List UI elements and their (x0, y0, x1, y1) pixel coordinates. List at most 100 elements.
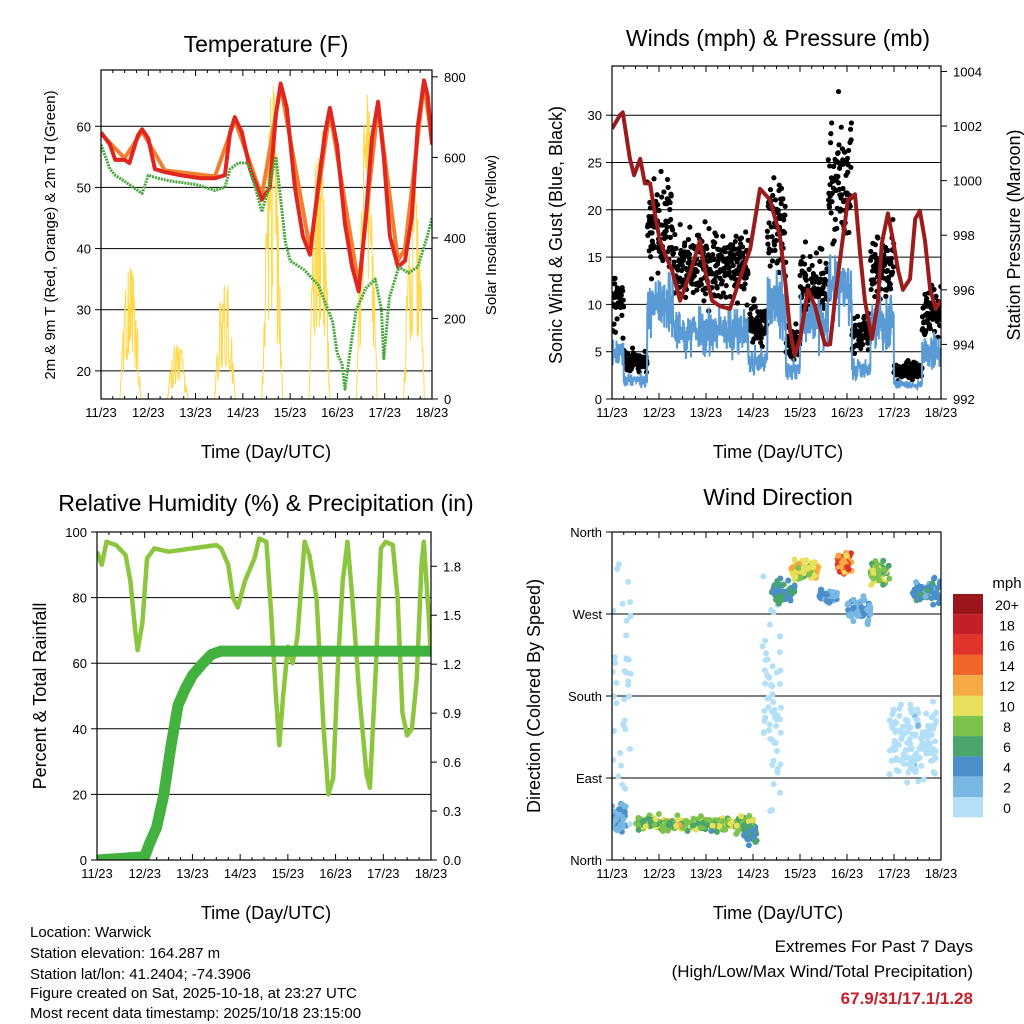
wind-direction-point (919, 746, 926, 753)
y-tick-label: 0 (80, 853, 87, 868)
x-tick-label: 15/23 (784, 866, 817, 881)
wind-direction-point (931, 721, 938, 728)
wind-direction-point (791, 556, 798, 563)
wind-direction-point (684, 828, 691, 835)
wind-direction-point (880, 566, 887, 573)
wind-direction-point (760, 730, 767, 737)
wind-direction-point (759, 643, 766, 650)
y-tick-label: 40 (73, 722, 87, 737)
wind-direction-point (913, 716, 920, 723)
y-right-tick-label: 400 (444, 231, 466, 246)
gust-point (872, 242, 878, 248)
wind-direction-point (766, 674, 773, 681)
y-tick-label: 60 (77, 119, 91, 134)
gust-point (819, 246, 825, 252)
gust-point (868, 286, 874, 293)
wind-direction-point (915, 709, 922, 716)
gust-point (923, 328, 929, 334)
wind-direction-point (873, 562, 880, 569)
colorbar-swatch (953, 614, 983, 635)
gust-point (672, 231, 678, 238)
gust-point (780, 196, 786, 202)
gust-point (742, 281, 748, 287)
gust-point (888, 260, 894, 266)
gust-point (771, 242, 778, 248)
wind-direction-point (924, 587, 931, 594)
gust-point (667, 234, 673, 240)
colorbar-swatch (953, 736, 983, 757)
gust-point (686, 255, 692, 261)
gust-point (734, 259, 740, 265)
wind-direction-point (761, 707, 768, 714)
gust-point (711, 256, 717, 263)
y-right-tick-label: 0.6 (443, 755, 461, 770)
gust-point (690, 289, 696, 296)
wind-direction-point (935, 600, 941, 607)
gust-point (727, 293, 733, 300)
wind-direction-point (880, 581, 887, 588)
wind-direction-point (612, 693, 617, 700)
gust-point (659, 194, 665, 200)
gust-point (764, 228, 770, 234)
wind-direction-point (901, 760, 908, 767)
gust-point (744, 302, 750, 308)
colorbar-swatch (953, 695, 983, 716)
gust-point (743, 229, 749, 235)
gust-point (771, 175, 777, 181)
extremes-subtitle: (High/Low/Max Wind/Total Precipitation) (672, 962, 973, 981)
gust-point (733, 233, 739, 239)
wind-direction-point (904, 718, 911, 725)
wind-direction-point (850, 604, 857, 611)
gust-point (797, 272, 803, 279)
gust-point (734, 300, 741, 306)
gust-point (714, 285, 720, 291)
wind-direction-point (900, 723, 907, 730)
gust-point (671, 259, 677, 265)
colorbar-swatch (953, 756, 983, 777)
wind-direction-point (788, 565, 795, 572)
x-tick-label: 16/23 (831, 405, 864, 420)
colorbar: 20+ 18 16 14 12 10 8 6 4 2 0 (953, 594, 1019, 818)
y-right-tick-label: 0.9 (443, 706, 461, 721)
wind-direction-point (822, 590, 829, 597)
wind-direction-point (772, 739, 779, 746)
wind-direction-point (766, 621, 773, 628)
wind-direction-point (925, 726, 932, 733)
gust-point (793, 321, 799, 327)
wind-direction-point (612, 669, 616, 676)
y-tick-label: 0 (595, 392, 602, 407)
wind-direction-point (760, 573, 767, 580)
x-tick-label: 17/23 (368, 405, 401, 420)
gust-point (719, 253, 725, 260)
wind-direction-point (761, 667, 768, 674)
x-tick-label: 14/23 (224, 866, 257, 881)
wind-direction-point (801, 570, 808, 577)
temperature-ylabel-right: Solar Insolation (Yellow) (483, 155, 500, 315)
gust-point (838, 192, 845, 198)
wind-direction-point (614, 565, 621, 572)
wind-direction-point (777, 667, 784, 674)
wind-direction-point (791, 583, 798, 590)
wind-direction-point (742, 825, 749, 832)
gust-point (713, 233, 719, 239)
gust-point (781, 217, 787, 223)
wind-direction-point (769, 708, 776, 715)
y-tick-label: 40 (77, 242, 91, 257)
gust-point (781, 230, 788, 236)
wind-direction-point (800, 564, 807, 571)
gust-point (773, 237, 779, 244)
gust-point (664, 224, 670, 230)
y-tick-label: 50 (77, 180, 91, 195)
colorbar-label: 10 (999, 699, 1015, 715)
gust-point (835, 180, 842, 186)
station-pressure-line (612, 110, 941, 358)
gust-point (845, 147, 852, 154)
gust-point (836, 142, 842, 148)
wind-direction-point (618, 762, 625, 769)
2m-temperature-line (101, 78, 432, 294)
wind-direction-point (927, 740, 934, 747)
gust-point (668, 216, 674, 223)
humidity-ylabel: Percent & Total Rainfall (30, 603, 50, 790)
gust-point (687, 224, 693, 230)
gust-point (823, 260, 829, 266)
